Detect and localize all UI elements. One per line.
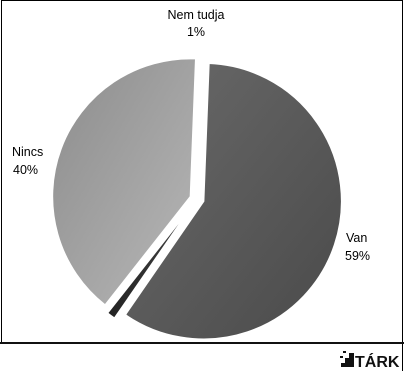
slice-label-nincs: Nincs [12, 145, 43, 159]
slice-value-nincs: 40% [13, 163, 38, 177]
slice-value-nem-tudja: 1% [187, 25, 205, 39]
logo-text: TÁRK [355, 352, 400, 371]
frame-border-bottom [0, 342, 404, 344]
pie-slice-van [124, 62, 343, 340]
frame-border-left [1, 0, 2, 343]
slice-label-van: Van [346, 231, 367, 245]
pie-slice-nem-tudja [106, 204, 194, 320]
stairs-icon [340, 351, 354, 367]
pie-slices [51, 57, 343, 340]
tarki-logo: TÁRK [340, 351, 400, 371]
frame-border-right [402, 0, 403, 371]
slice-value-van: 59% [345, 249, 370, 263]
slice-label-nem-tudja: Nem tudja [168, 8, 225, 22]
frame-border-top [1, 0, 403, 1]
pie-slice-nincs [51, 57, 197, 307]
